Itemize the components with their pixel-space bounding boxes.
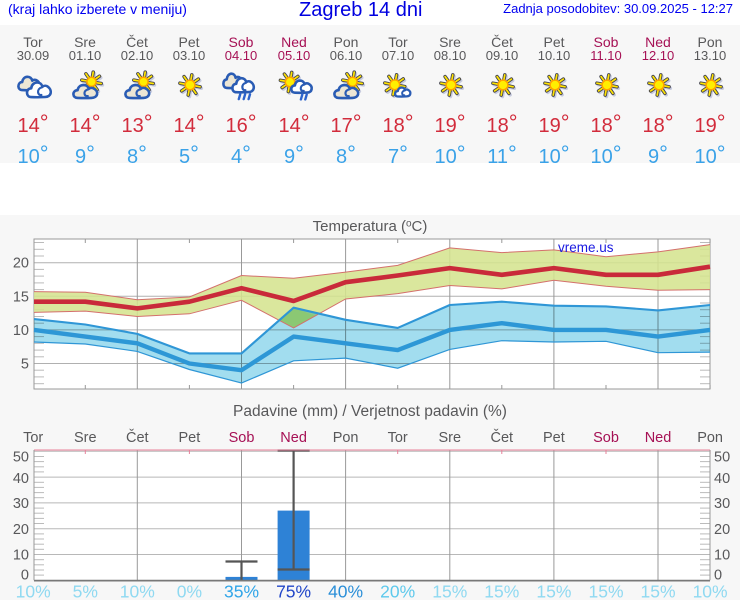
- svg-text:Tor: Tor: [388, 430, 408, 446]
- svg-text:35%: 35%: [224, 581, 259, 600]
- svg-text:20%: 20%: [380, 581, 415, 600]
- svg-text:Padavine (mm) / Verjetnost pad: Padavine (mm) / Verjetnost padavin (%): [233, 403, 507, 420]
- svg-text:10: 10: [13, 323, 29, 339]
- svg-text:20: 20: [13, 256, 29, 272]
- svg-text:15: 15: [13, 289, 29, 305]
- svg-text:5: 5: [21, 357, 29, 373]
- svg-text:Tor: Tor: [23, 430, 43, 446]
- svg-text:0: 0: [714, 568, 722, 584]
- svg-text:Sob: Sob: [229, 430, 255, 446]
- svg-text:Temperatura (oC): Temperatura (oC): [313, 218, 428, 235]
- svg-text:50: 50: [714, 450, 730, 466]
- svg-text:Čet: Čet: [491, 429, 514, 446]
- svg-text:20: 20: [13, 522, 29, 538]
- svg-text:15%: 15%: [484, 581, 519, 600]
- svg-text:10%: 10%: [693, 581, 728, 600]
- svg-text:15%: 15%: [536, 581, 571, 600]
- svg-text:30: 30: [13, 496, 29, 512]
- svg-text:Sob: Sob: [593, 430, 619, 446]
- svg-text:0%: 0%: [177, 581, 202, 600]
- svg-text:15%: 15%: [588, 581, 623, 600]
- svg-text:40%: 40%: [328, 581, 363, 600]
- svg-text:Pet: Pet: [543, 430, 565, 446]
- svg-text:10%: 10%: [16, 581, 51, 600]
- svg-text:Sre: Sre: [439, 430, 462, 446]
- svg-text:5%: 5%: [73, 581, 98, 600]
- svg-text:10: 10: [13, 548, 29, 564]
- svg-text:Ned: Ned: [645, 430, 672, 446]
- svg-text:50: 50: [13, 450, 29, 466]
- svg-text:20: 20: [714, 522, 730, 538]
- svg-text:Sre: Sre: [74, 430, 97, 446]
- svg-text:75%: 75%: [276, 581, 311, 600]
- svg-text:0: 0: [21, 568, 29, 584]
- svg-text:vreme.us: vreme.us: [558, 240, 614, 255]
- svg-text:10%: 10%: [120, 581, 155, 600]
- svg-text:30: 30: [714, 496, 730, 512]
- svg-text:Čet: Čet: [126, 429, 149, 446]
- svg-text:Pet: Pet: [179, 430, 201, 446]
- svg-text:10: 10: [714, 548, 730, 564]
- svg-text:Pon: Pon: [333, 430, 359, 446]
- svg-text:40: 40: [714, 471, 730, 487]
- svg-text:Pon: Pon: [697, 430, 723, 446]
- svg-text:Ned: Ned: [280, 430, 307, 446]
- svg-text:15%: 15%: [640, 581, 675, 600]
- svg-text:40: 40: [13, 471, 29, 487]
- svg-text:15%: 15%: [432, 581, 467, 600]
